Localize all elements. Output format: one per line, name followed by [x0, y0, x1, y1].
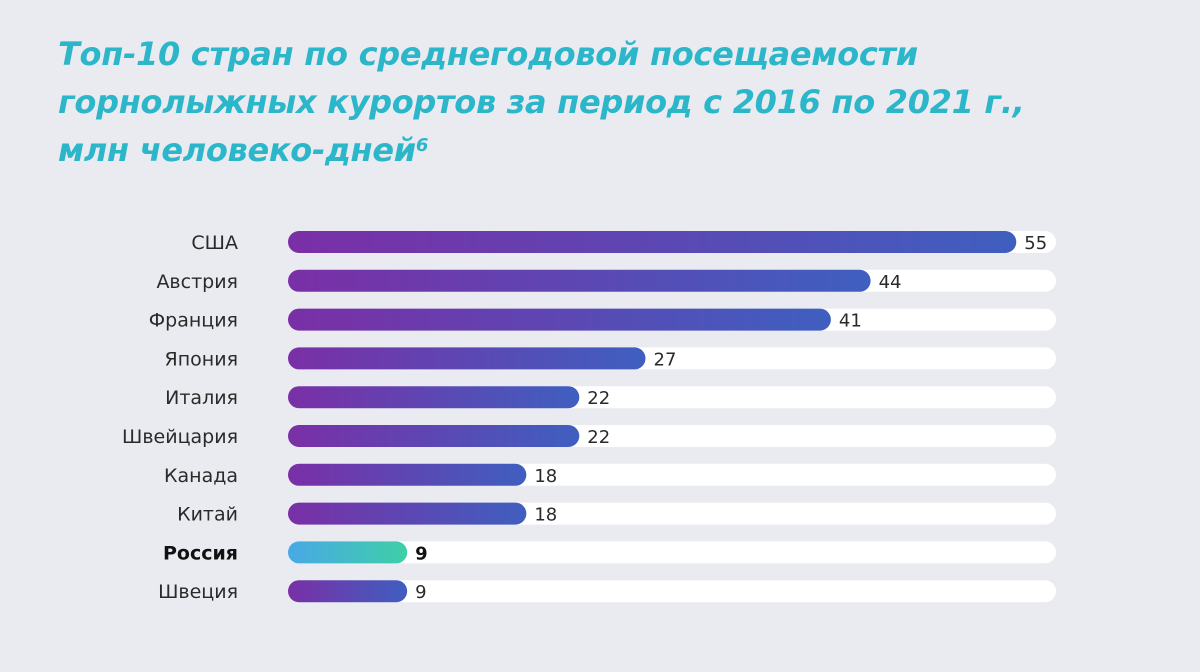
bar-row-row-4: Италия 22 — [165, 386, 1056, 409]
footnote-marker: 6 — [415, 135, 429, 156]
bar-row-row-9: Швеция 9 — [158, 580, 1056, 603]
category-label: Австрия — [156, 271, 238, 293]
category-label: Россия — [163, 542, 238, 564]
chart-title: Топ-10 стран по среднегодовой посещаемос… — [58, 30, 1138, 174]
value-label: 18 — [534, 466, 557, 487]
chart-title-line-3: млн человеко-дней6 — [58, 126, 1138, 174]
chart-title-line-1: Топ-10 стран по среднегодовой посещаемос… — [58, 35, 918, 73]
value-label: 18 — [534, 505, 557, 526]
value-label: 9 — [415, 543, 428, 564]
bar-row-row-5: Швейцария 22 — [122, 425, 1056, 448]
bar — [288, 308, 831, 331]
bar — [288, 580, 408, 603]
bar — [288, 502, 527, 525]
chart-title-line-2: горнолыжных курортов за период с 2016 по… — [58, 83, 1025, 121]
category-label: Франция — [149, 310, 238, 332]
value-label: 27 — [654, 349, 677, 370]
bar-row-row-6: Канада 18 — [164, 463, 1056, 487]
value-label: 9 — [415, 582, 426, 603]
category-label: Канада — [164, 465, 238, 487]
value-label: 22 — [587, 388, 610, 409]
chart-title-line-3-text: млн человеко-дней — [58, 131, 416, 169]
bar — [288, 425, 580, 447]
bar — [288, 463, 527, 486]
bar-highlight — [288, 541, 408, 564]
value-label: 41 — [839, 311, 862, 332]
bar-row-row-0: США 55 — [191, 231, 1056, 254]
bar — [288, 269, 871, 292]
bar-row-row-7: Китай 18 — [177, 502, 1056, 526]
bar — [288, 386, 580, 409]
bar — [288, 231, 1017, 253]
value-label: 22 — [587, 427, 610, 448]
category-label: Китай — [177, 504, 238, 526]
category-label: Италия — [165, 387, 238, 409]
category-label: Япония — [165, 348, 238, 370]
bar — [288, 347, 646, 370]
bar-row-row-3: Япония 27 — [165, 347, 1056, 370]
value-label: 55 — [1024, 233, 1047, 254]
category-label: Швеция — [158, 581, 238, 603]
bar-track — [288, 541, 1056, 564]
value-label: 44 — [879, 272, 902, 293]
bar-row-row-8: Россия 9 — [163, 541, 1056, 564]
bar-row-row-2: Франция 41 — [149, 308, 1056, 332]
category-label: Швейцария — [122, 426, 238, 448]
bar-track — [288, 580, 1056, 603]
bar-row-row-1: Австрия 44 — [156, 269, 1056, 293]
category-label: США — [191, 232, 238, 254]
